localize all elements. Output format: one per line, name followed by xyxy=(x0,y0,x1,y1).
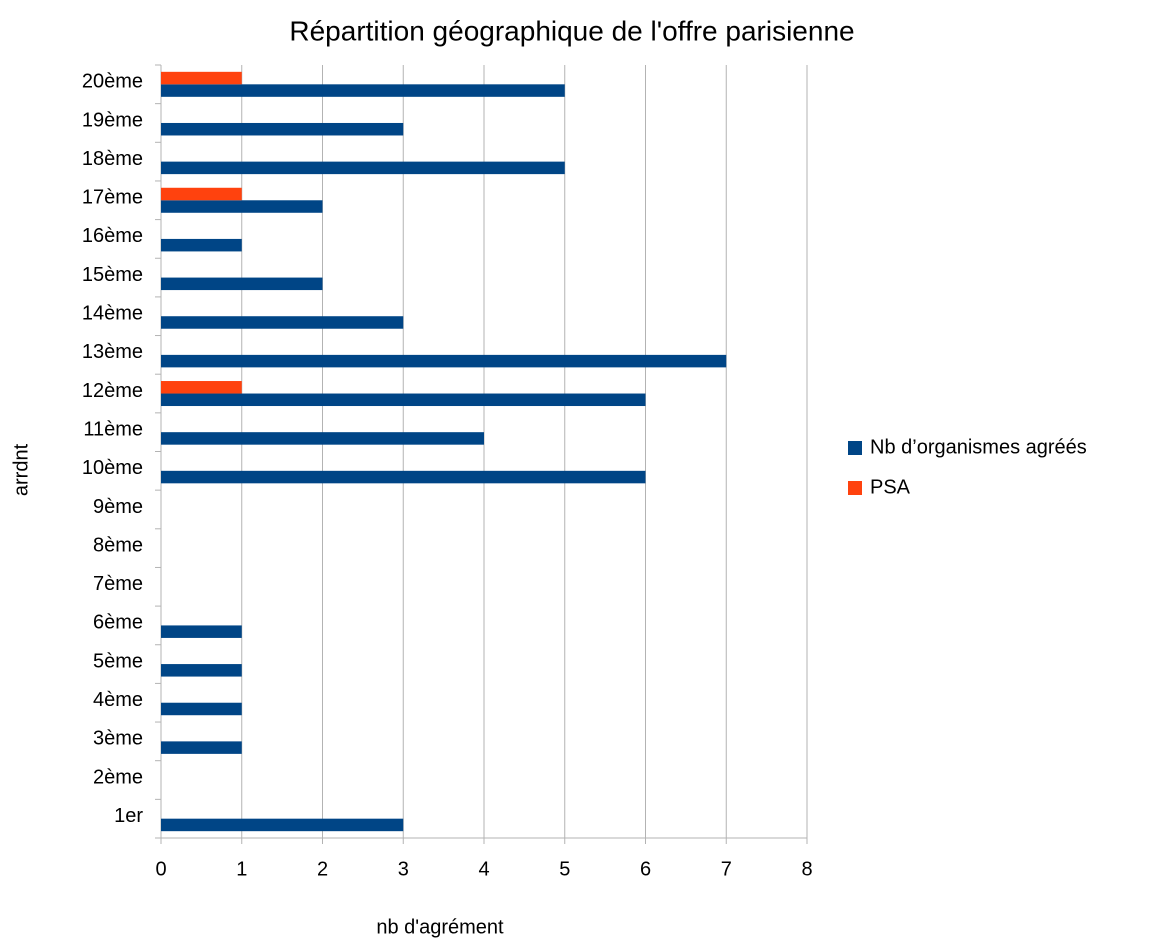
bar xyxy=(161,818,404,832)
bar xyxy=(161,84,565,97)
bar xyxy=(161,354,727,368)
legend-label: Nb d’organismes agréés xyxy=(870,436,1087,458)
x-tick-label: 1 xyxy=(236,858,247,880)
bar xyxy=(161,122,404,136)
bar xyxy=(161,432,484,445)
y-tick-label: 18ème xyxy=(82,148,143,170)
y-tick-label: 5ème xyxy=(93,650,143,672)
bar xyxy=(161,664,242,677)
y-tick-label: 19ème xyxy=(82,109,143,131)
y-tick-label: 10ème xyxy=(82,457,143,479)
y-tick-label: 3ème xyxy=(93,728,143,750)
chart-title: Répartition géographique de l'offre pari… xyxy=(289,15,854,46)
x-tick-label: 8 xyxy=(801,858,812,880)
y-tick-label: 15ème xyxy=(82,264,143,286)
y-tick-label: 13ème xyxy=(82,341,143,363)
x-tick-label: 6 xyxy=(640,858,651,880)
bar xyxy=(161,200,323,213)
y-tick-label: 8ème xyxy=(93,534,143,556)
y-tick-label: 6ème xyxy=(93,612,143,634)
x-tick-label: 4 xyxy=(478,858,489,880)
bar xyxy=(161,393,646,407)
x-tick-label: 7 xyxy=(721,858,732,880)
bar xyxy=(161,702,242,716)
bar xyxy=(161,71,242,85)
x-tick-label: 0 xyxy=(155,858,166,880)
y-tick-label: 14ème xyxy=(82,303,143,325)
y-tick-label: 9ème xyxy=(93,496,143,518)
bar xyxy=(161,381,242,394)
legend-swatch xyxy=(848,481,862,495)
legend-label: PSA xyxy=(870,476,911,498)
y-tick-label: 7ème xyxy=(93,573,143,595)
y-axis-title: arrdnt xyxy=(10,443,32,496)
y-tick-label: 12ème xyxy=(82,380,143,402)
bar xyxy=(161,625,242,638)
y-tick-label: 2ème xyxy=(93,766,143,788)
bar xyxy=(161,741,242,754)
bar xyxy=(161,316,404,329)
y-tick-label: 1er xyxy=(114,805,143,827)
legend-swatch xyxy=(848,441,862,455)
x-tick-label: 2 xyxy=(317,858,328,880)
bar xyxy=(161,277,323,291)
y-tick-label: 17ème xyxy=(82,187,143,209)
bar xyxy=(161,238,242,252)
bar xyxy=(161,187,242,201)
y-tick-label: 11ème xyxy=(83,418,143,440)
bar xyxy=(161,470,646,484)
x-tick-label: 3 xyxy=(398,858,409,880)
x-tick-label: 5 xyxy=(559,858,570,880)
y-tick-label: 20ème xyxy=(82,71,143,93)
y-tick-label: 4ème xyxy=(93,689,143,711)
y-tick-label: 16ème xyxy=(82,225,143,247)
bar xyxy=(161,161,565,175)
x-axis-title: nb d'agrément xyxy=(376,916,504,938)
